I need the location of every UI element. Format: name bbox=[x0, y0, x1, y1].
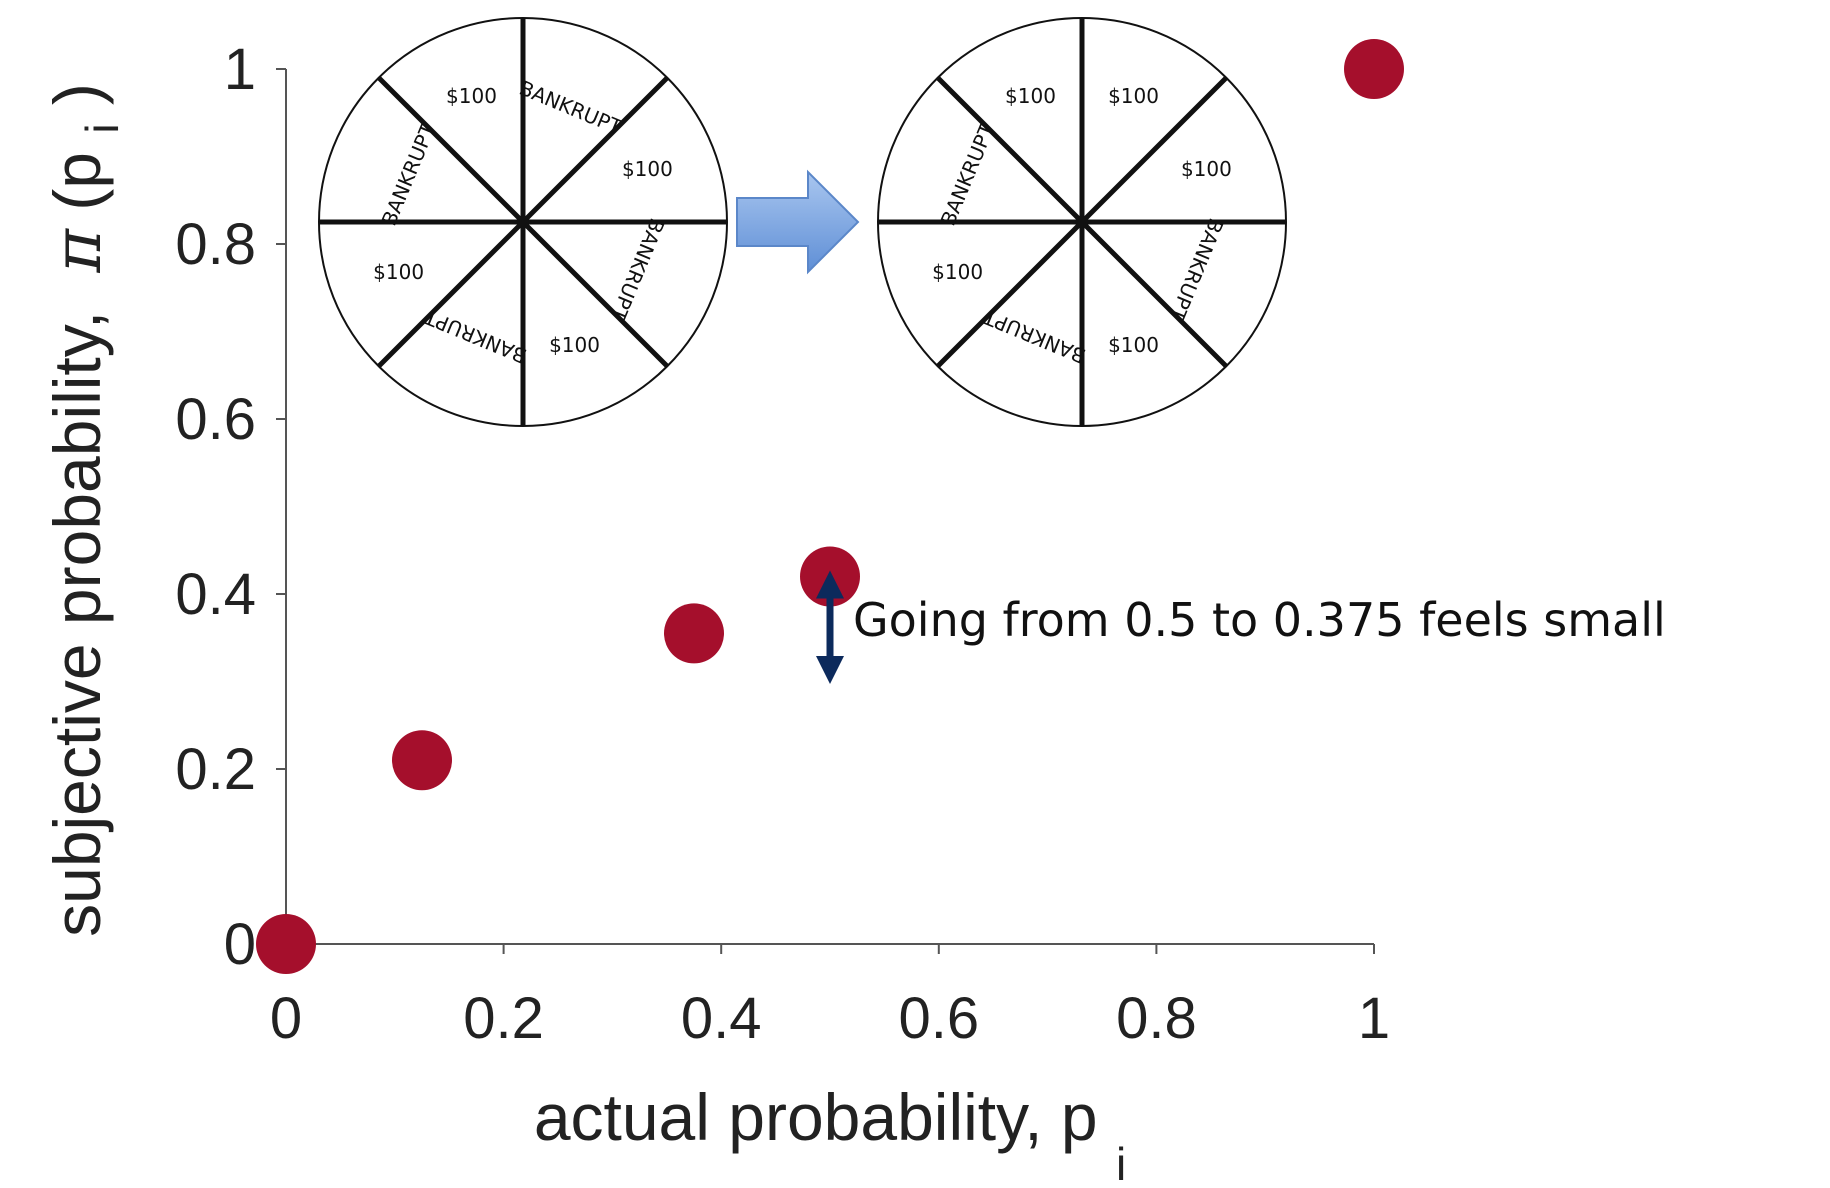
y-tick-label: 0.4 bbox=[175, 562, 256, 627]
annotation: Going from 0.5 to 0.375 feels small bbox=[816, 570, 1666, 684]
wheel-diagrams: BANKRUPT$100BANKRUPT$100BANKRUPT$100BANK… bbox=[318, 17, 1287, 427]
x-tick-label: 0.6 bbox=[898, 986, 979, 1051]
y-axis-title-subscript: i bbox=[76, 123, 128, 133]
annotation-text: Going from 0.5 to 0.375 feels small bbox=[853, 593, 1666, 647]
wheel-divider bbox=[935, 75, 1229, 369]
wheel-label-money: $100 bbox=[446, 84, 497, 108]
y-axis-title-paren-open: (p bbox=[40, 152, 114, 211]
wheel-label-money: $100 bbox=[932, 260, 983, 284]
wheel: BANKRUPT$100BANKRUPT$100BANKRUPT$100BANK… bbox=[318, 17, 728, 427]
y-tick-label: 0 bbox=[224, 912, 256, 977]
y-axis-title-symbol: π bbox=[39, 227, 116, 273]
x-tick-label: 0.8 bbox=[1116, 986, 1197, 1051]
x-axis-title-main: actual probability, p bbox=[534, 1080, 1098, 1154]
wheel-label-money: $100 bbox=[373, 260, 424, 284]
x-tick-label: 0.4 bbox=[681, 986, 762, 1051]
annotation-arrow-head-down bbox=[816, 656, 844, 684]
annotation-arrow-head-up bbox=[816, 570, 844, 599]
y-ticks: 0 0.2 0.4 0.6 0.8 1 bbox=[175, 37, 286, 977]
transition-arrow-shape bbox=[736, 169, 860, 275]
x-axis-title-subscript: i bbox=[1116, 1138, 1126, 1188]
y-tick-label: 1 bbox=[224, 37, 256, 102]
x-tick-label: 0.2 bbox=[463, 986, 544, 1051]
wheel-label-money: $100 bbox=[1005, 84, 1056, 108]
data-point bbox=[256, 914, 316, 974]
data-point bbox=[392, 730, 452, 791]
y-axis-title-paren-close: ) bbox=[40, 83, 114, 105]
data-points bbox=[256, 39, 1404, 974]
wheel-label-money: $100 bbox=[1108, 84, 1159, 108]
x-tick-label: 0 bbox=[270, 986, 302, 1051]
wheel-label-money: $100 bbox=[622, 157, 673, 181]
axes bbox=[285, 69, 1374, 945]
data-point bbox=[664, 603, 724, 664]
wheel: $100$100BANKRUPT$100BANKRUPT$100BANKRUPT… bbox=[877, 17, 1287, 427]
wheel-label-money: $100 bbox=[549, 333, 600, 357]
transition-arrow bbox=[736, 169, 860, 275]
x-tick-label: 1 bbox=[1358, 986, 1390, 1051]
svg-text:subjective probability,: subjective probability, π (p i ) bbox=[39, 83, 132, 937]
y-tick-label: 0.2 bbox=[175, 737, 256, 802]
y-tick-label: 0.6 bbox=[175, 387, 256, 452]
x-axis-title: actual probability, p i bbox=[534, 1080, 1126, 1188]
y-tick-label: 0.8 bbox=[175, 212, 256, 277]
y-axis-title-prefix: subjective probability, bbox=[40, 311, 114, 937]
y-axis-title: subjective probability, π (p i ) bbox=[39, 83, 132, 937]
data-point bbox=[1344, 39, 1404, 99]
wheel-label-money: $100 bbox=[1181, 157, 1232, 181]
x-ticks: 0 0.2 0.4 0.6 0.8 1 bbox=[270, 944, 1390, 1051]
wheel-label-money: $100 bbox=[1108, 333, 1159, 357]
wheel-divider bbox=[376, 75, 670, 369]
